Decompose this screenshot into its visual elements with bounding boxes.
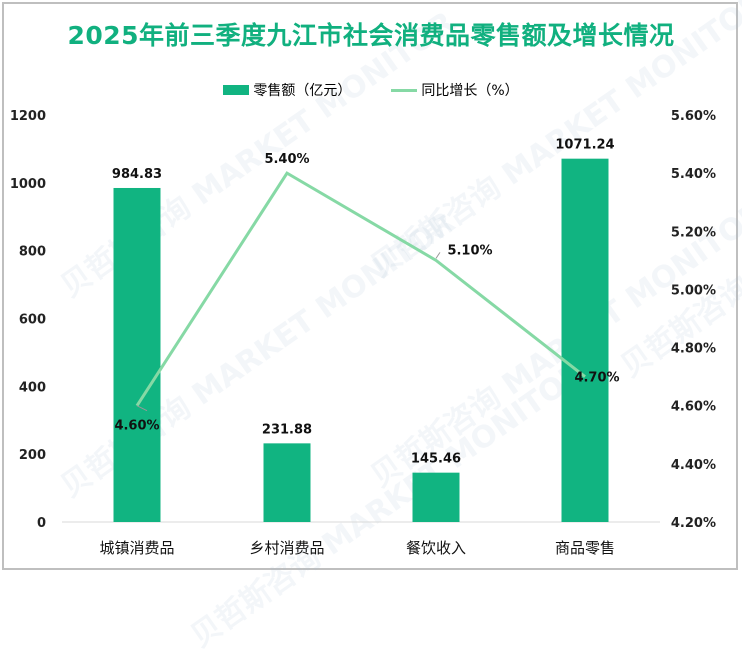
line-value-label: 4.70% (574, 371, 619, 386)
right-axis-tick: 4.20% (671, 516, 716, 531)
legend-item-sales[interactable]: 零售额（亿元） (223, 80, 351, 100)
line-value-label: 5.10% (447, 243, 492, 258)
left-axis-tick: 600 (19, 313, 46, 328)
category-label: 商品零售 (555, 539, 615, 557)
legend-label-growth: 同比增长（%） (421, 83, 519, 99)
legend-item-growth[interactable]: 同比增长（%） (391, 80, 519, 100)
line-value-label: 4.60% (114, 419, 159, 434)
right-axis-tick: 4.80% (671, 342, 716, 357)
left-axis-tick: 200 (19, 448, 46, 463)
category-label: 乡村消费品 (249, 539, 324, 557)
bar-value-label: 984.83 (112, 167, 162, 182)
bar-value-label: 145.46 (411, 452, 461, 467)
bar-1[interactable] (263, 443, 311, 522)
bar-value-label: 1071.24 (555, 138, 614, 153)
right-axis-tick: 5.60% (671, 109, 716, 124)
bar-3[interactable] (561, 158, 609, 523)
label-leader-line (136, 405, 148, 412)
label-leader-line (435, 252, 441, 259)
bar-2[interactable] (412, 472, 460, 522)
legend: 零售额（亿元） 同比增长（%） (0, 80, 742, 100)
left-axis-tick: 0 (37, 516, 46, 531)
right-axis-tick: 5.20% (671, 225, 716, 240)
right-axis-tick: 4.60% (671, 400, 716, 415)
line-value-label: 5.40% (264, 152, 309, 167)
left-axis-tick: 1000 (10, 177, 46, 192)
left-axis-tick: 800 (19, 245, 46, 260)
category-label: 餐饮收入 (406, 539, 466, 557)
bar-value-label: 231.88 (262, 422, 312, 437)
right-axis-tick: 5.40% (671, 167, 716, 182)
left-axis-tick: 400 (19, 380, 46, 395)
growth-line[interactable] (135, 171, 586, 407)
bar-0[interactable] (113, 187, 161, 522)
line-swatch-icon (391, 88, 418, 92)
chart-title: 2025年前三季度九江市社会消费品零售额及增长情况 (67, 21, 675, 50)
combo-chart: 0 200 400 600 800 1000 1200 4.20% 4.40% 4.60% 4.80… (10, 109, 716, 557)
left-axis-tick: 1200 (10, 109, 46, 124)
category-label: 城镇消费品 (99, 539, 174, 557)
legend-label-sales: 零售额（亿元） (253, 83, 352, 99)
bar-swatch-icon (223, 85, 250, 95)
right-axis-tick: 4.40% (671, 458, 716, 473)
right-axis-tick: 5.00% (671, 283, 716, 298)
